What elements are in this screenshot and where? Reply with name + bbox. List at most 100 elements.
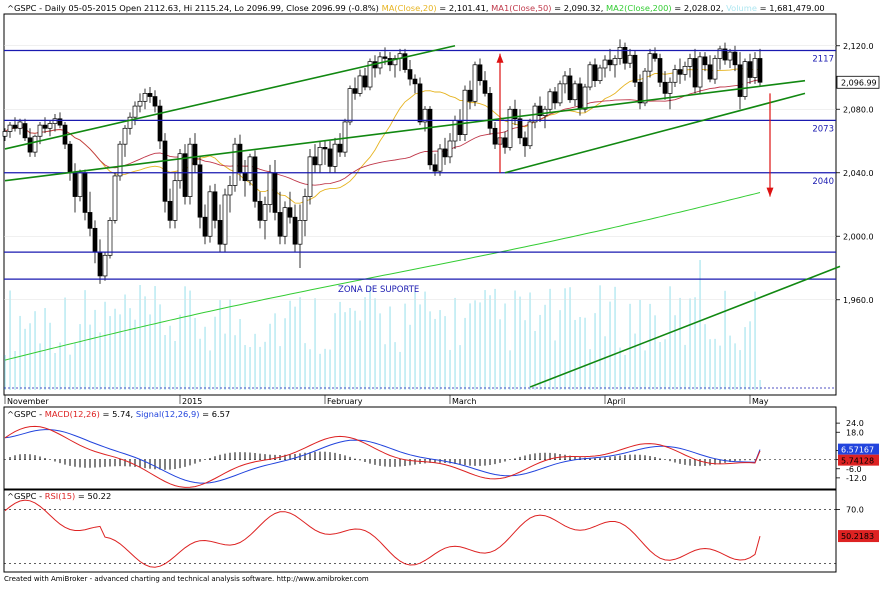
signal-last-box — [838, 443, 879, 455]
volume-bar — [104, 301, 106, 390]
candle-up — [557, 83, 563, 104]
volume-bar — [754, 291, 756, 390]
candle-down — [322, 147, 328, 150]
price-tick-label: 2,040.0 — [843, 169, 874, 178]
volume-bar — [394, 342, 396, 390]
volume-bar — [374, 298, 376, 390]
candle-up — [667, 81, 673, 94]
candle-down — [517, 118, 523, 139]
footer-credit: Created with AmiBroker - advanced charti… — [4, 575, 369, 583]
volume-bar — [479, 302, 481, 390]
volume-bar — [679, 297, 681, 390]
candle-down — [402, 53, 408, 70]
candle-up — [302, 196, 308, 221]
candle-down — [707, 64, 713, 80]
macd-value: 5.74 — [112, 409, 130, 419]
candle-up — [222, 194, 228, 245]
candle-down — [312, 156, 318, 166]
header-ma1-value: 2,090.32 — [564, 3, 601, 13]
volume-bar — [229, 299, 231, 390]
volume-bar — [614, 286, 616, 390]
volume-bar — [49, 322, 51, 390]
candle-down — [212, 191, 218, 221]
moving-averages — [4, 68, 761, 361]
volume-bar — [674, 315, 676, 390]
candle-down — [92, 227, 98, 253]
candle-down — [337, 143, 343, 153]
candle-up — [462, 89, 468, 135]
trendlines — [4, 44, 841, 388]
volume-bar — [444, 316, 446, 390]
volume-bar — [89, 324, 91, 390]
header-volume-label: Volume — [726, 3, 757, 13]
candle-down — [57, 118, 63, 126]
date-tick-label: February — [327, 397, 363, 406]
macd-tick-label: 18.0 — [846, 428, 864, 437]
volume-bar — [359, 320, 361, 390]
volume-bar — [379, 313, 381, 390]
candle-down — [637, 81, 643, 104]
candle-down — [677, 69, 683, 75]
volume-bar — [39, 343, 41, 390]
rsi-last-value: 50.2183 — [841, 532, 874, 541]
candle-down — [97, 251, 103, 277]
candle-up — [687, 58, 693, 67]
candle-up — [2, 131, 8, 137]
macd-last-box — [838, 454, 879, 466]
candle-down — [702, 56, 708, 66]
volume-bar — [509, 350, 511, 390]
volume-bar — [184, 286, 186, 390]
header-symbol: ^GSPC — [7, 3, 37, 13]
volume-bar — [134, 319, 136, 390]
volume-bar — [389, 306, 391, 390]
volume-bar — [549, 288, 551, 390]
candle-up — [102, 254, 108, 277]
volume-bar — [194, 317, 196, 390]
candle-up — [187, 143, 193, 197]
candle-up — [47, 123, 53, 129]
macd-header: ^GSPC - MACD(12,26) = 5.74, Signal(12,26… — [7, 409, 230, 419]
volume-bar — [294, 306, 296, 390]
volume-bar — [209, 350, 211, 390]
support-zone-label: ZONA DE SUPORTE — [338, 285, 419, 295]
candle-up — [282, 207, 288, 237]
candle-up — [697, 56, 703, 88]
volume-bar — [459, 345, 461, 390]
candle-up — [132, 105, 138, 118]
current-price-label: 2,096.99 — [841, 78, 877, 87]
volume-bar — [64, 297, 66, 390]
arrows — [496, 53, 774, 197]
candle-down — [607, 59, 613, 66]
candle-up — [307, 156, 313, 197]
volume-bar — [79, 324, 81, 390]
volume-bar — [304, 343, 306, 390]
candle-up — [247, 156, 253, 182]
volume-bar — [54, 353, 56, 390]
candle-down — [487, 93, 493, 129]
volume-bar — [319, 353, 321, 390]
candle-down — [67, 143, 73, 174]
volume-bar — [544, 304, 546, 390]
candle-up — [32, 135, 38, 153]
volume-bar — [269, 323, 271, 390]
candle-down — [162, 140, 168, 202]
candle-down — [182, 153, 188, 197]
arrow-head — [766, 187, 774, 197]
volume-bar — [589, 349, 591, 390]
signal-line — [4, 429, 761, 484]
volume-bar — [569, 287, 571, 390]
volume-bar — [189, 290, 191, 390]
header-date: 05-05-2015 — [68, 3, 116, 13]
candle-up — [367, 61, 373, 88]
macd-last-value: 5.74128 — [841, 457, 874, 466]
header-hi: 2115.24 — [195, 3, 229, 13]
volume-bar — [619, 347, 621, 390]
candle-up — [672, 69, 678, 83]
candle-up — [682, 66, 688, 75]
candle-down — [362, 75, 368, 88]
candle-up — [717, 48, 723, 59]
candle-down — [442, 148, 448, 158]
volume-bar — [534, 330, 536, 390]
